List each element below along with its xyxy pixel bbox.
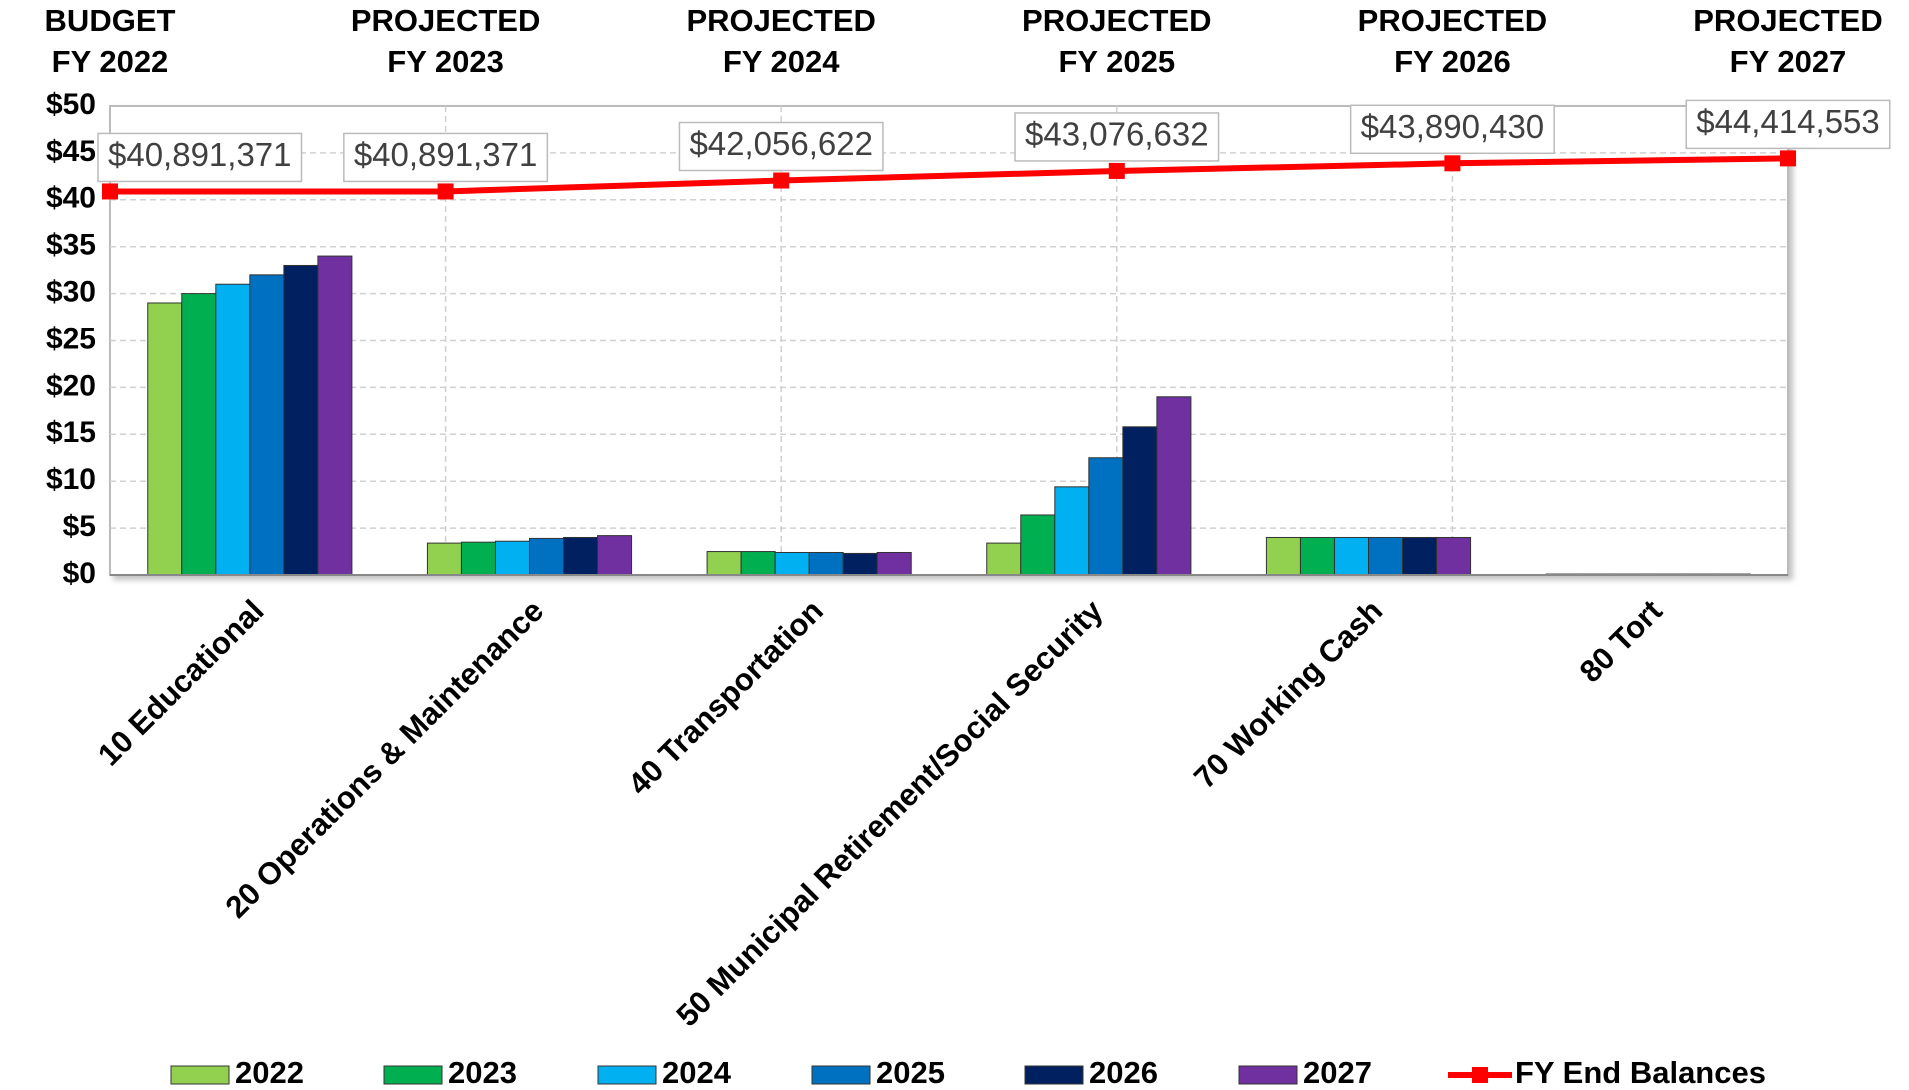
- top-category-label: PROJECTED: [1022, 3, 1211, 38]
- x-tick-label: 50 Municipal Retirement/Social Security: [669, 592, 1110, 1033]
- top-category-label: FY 2027: [1730, 44, 1847, 79]
- value-label-box: [678, 121, 884, 172]
- legend-swatch: [170, 1065, 230, 1085]
- balance-marker: [773, 172, 790, 189]
- legend-swatch: [1024, 1065, 1084, 1085]
- top-category-label: BUDGET: [45, 3, 176, 38]
- top-category-label: PROJECTED: [351, 3, 540, 38]
- bar: [597, 535, 633, 576]
- legend-marker: [1472, 1067, 1488, 1083]
- value-label-box: [343, 132, 549, 183]
- bar: [563, 536, 599, 576]
- top-category-label: FY 2025: [1058, 44, 1175, 79]
- balance-marker: [1780, 150, 1796, 167]
- value-label-box: [1014, 112, 1220, 162]
- bar: [740, 551, 776, 576]
- balance-marker: [102, 183, 118, 200]
- bar: [215, 283, 251, 576]
- y-tick-label: $5: [63, 510, 96, 543]
- bar: [147, 302, 183, 576]
- legend-swatch: [811, 1065, 871, 1085]
- legend-label: 2022: [235, 1055, 304, 1090]
- bar: [808, 551, 844, 576]
- legend-label: 2025: [876, 1055, 945, 1090]
- x-tick-label: 20 Operations & Maintenance: [219, 593, 551, 925]
- top-category-label: PROJECTED: [686, 3, 875, 38]
- bar: [181, 293, 217, 576]
- bar: [1054, 486, 1090, 576]
- y-tick-label: $25: [46, 322, 96, 355]
- bar: [1402, 536, 1438, 576]
- plot-area: [109, 105, 1789, 576]
- x-tick-label: 70 Working Cash: [1187, 593, 1389, 795]
- y-tick-label: $45: [46, 135, 96, 168]
- value-label-box: [97, 132, 303, 183]
- bar: [1436, 536, 1472, 576]
- legend-swatch: [383, 1065, 443, 1085]
- y-tick-label: $30: [46, 276, 96, 309]
- y-tick-label: $35: [46, 229, 96, 262]
- bar: [529, 537, 565, 576]
- bar: [842, 552, 878, 576]
- y-tick-label: $0: [63, 557, 96, 590]
- value-label-box: [1349, 104, 1555, 155]
- bar: [460, 541, 496, 576]
- balance-value-label: $43,890,430: [1361, 108, 1545, 145]
- balance-marker: [1444, 155, 1461, 172]
- legend-label: FY End Balances: [1515, 1055, 1766, 1090]
- bar: [1368, 536, 1404, 576]
- value-label-box: [1685, 99, 1891, 150]
- balance-line: [110, 155, 1789, 195]
- bar: [1020, 514, 1056, 576]
- balance-value-label: $40,891,371: [108, 136, 292, 173]
- bar: [317, 255, 353, 576]
- y-tick-label: $40: [46, 182, 96, 215]
- balance-marker: [1108, 162, 1125, 179]
- bar: [1156, 396, 1192, 576]
- bar: [774, 551, 810, 576]
- bar: [876, 551, 912, 576]
- bar: [1333, 536, 1369, 576]
- bar: [1299, 536, 1335, 576]
- x-tick-label: 10 Educational: [91, 593, 270, 772]
- top-category-label: FY 2023: [387, 44, 504, 79]
- balance-value-label: $43,076,632: [1025, 116, 1209, 153]
- y-tick-label: $10: [46, 463, 96, 496]
- top-category-label: FY 2024: [723, 44, 840, 79]
- balance-value-label: $42,056,622: [689, 125, 873, 162]
- legend-label: 2024: [662, 1055, 732, 1090]
- top-category-label: FY 2026: [1394, 44, 1511, 79]
- y-tick-label: $20: [46, 369, 96, 402]
- bar: [494, 540, 530, 576]
- legend-label: 2023: [448, 1055, 517, 1090]
- y-tick-label: $15: [46, 416, 96, 449]
- bar: [249, 274, 285, 576]
- balance-value-label: $40,891,371: [354, 136, 538, 173]
- top-category-label: PROJECTED: [1358, 3, 1547, 38]
- legend-swatch: [1238, 1065, 1298, 1085]
- bar: [986, 542, 1022, 576]
- y-tick-label: $50: [46, 88, 96, 121]
- balance-marker: [437, 183, 454, 200]
- x-tick-label: 40 Transportation: [621, 593, 830, 802]
- balance-value-label: $44,414,553: [1696, 103, 1880, 140]
- top-category-label: FY 2022: [52, 44, 169, 79]
- top-category-label: PROJECTED: [1693, 3, 1882, 38]
- legend-label: 2027: [1303, 1055, 1372, 1090]
- bar: [426, 542, 462, 576]
- legend-swatch: [597, 1065, 657, 1085]
- bar: [283, 264, 319, 576]
- bar: [706, 551, 742, 576]
- bar: [1265, 536, 1301, 576]
- x-tick-label: 80 Tort: [1573, 593, 1669, 689]
- bar: [1088, 457, 1124, 576]
- bar: [1122, 426, 1158, 576]
- legend-label: 2026: [1089, 1055, 1158, 1090]
